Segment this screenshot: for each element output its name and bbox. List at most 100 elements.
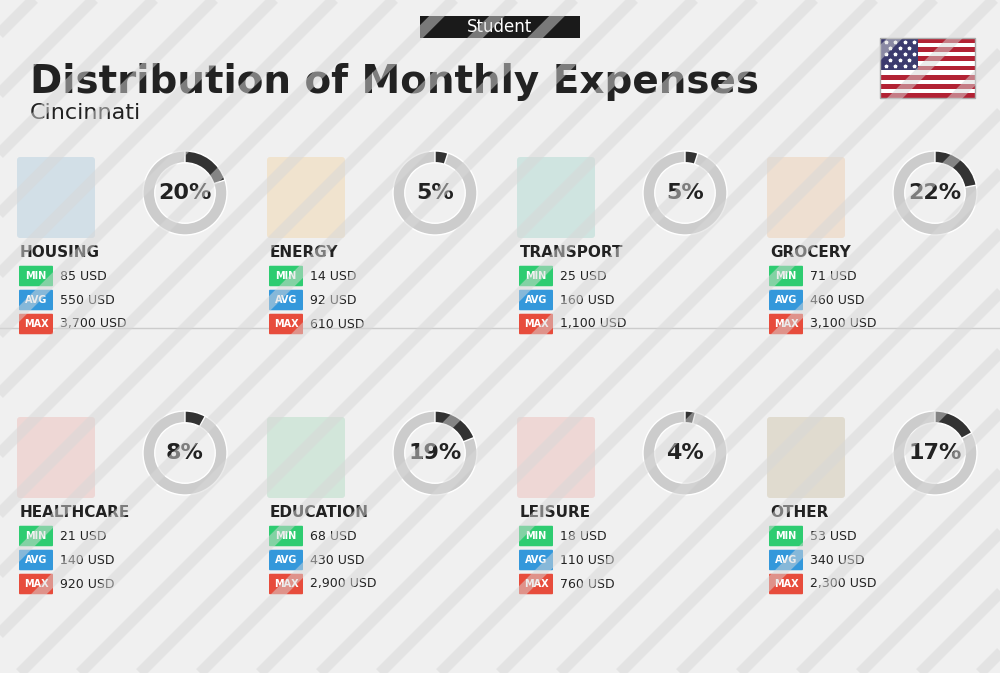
Text: 85 USD: 85 USD	[60, 269, 107, 283]
Text: 71 USD: 71 USD	[810, 269, 857, 283]
Text: MIN: MIN	[25, 531, 47, 541]
FancyBboxPatch shape	[267, 157, 345, 238]
Text: AVG: AVG	[775, 295, 797, 305]
Text: 460 USD: 460 USD	[810, 293, 864, 306]
Text: 19%: 19%	[408, 443, 462, 463]
Text: 5%: 5%	[416, 183, 454, 203]
FancyBboxPatch shape	[880, 66, 975, 70]
Text: 160 USD: 160 USD	[560, 293, 614, 306]
Text: 68 USD: 68 USD	[310, 530, 357, 542]
Wedge shape	[685, 151, 698, 164]
FancyBboxPatch shape	[880, 94, 975, 98]
Text: MAX: MAX	[774, 319, 798, 329]
Wedge shape	[435, 411, 474, 442]
FancyBboxPatch shape	[769, 266, 803, 286]
FancyBboxPatch shape	[519, 314, 553, 334]
FancyBboxPatch shape	[880, 42, 975, 47]
FancyBboxPatch shape	[19, 526, 53, 546]
FancyBboxPatch shape	[880, 84, 975, 89]
FancyBboxPatch shape	[880, 57, 975, 61]
Wedge shape	[185, 411, 205, 427]
FancyBboxPatch shape	[880, 75, 975, 79]
Wedge shape	[893, 151, 977, 235]
FancyBboxPatch shape	[880, 52, 975, 57]
Text: 760 USD: 760 USD	[560, 577, 615, 590]
FancyBboxPatch shape	[769, 290, 803, 310]
Text: 610 USD: 610 USD	[310, 318, 364, 330]
Text: 430 USD: 430 USD	[310, 553, 364, 567]
FancyBboxPatch shape	[19, 266, 53, 286]
FancyBboxPatch shape	[269, 290, 303, 310]
FancyBboxPatch shape	[420, 16, 580, 38]
Text: 340 USD: 340 USD	[810, 553, 864, 567]
Wedge shape	[685, 411, 695, 424]
FancyBboxPatch shape	[769, 550, 803, 570]
Text: MAX: MAX	[24, 319, 48, 329]
Text: 20%: 20%	[158, 183, 212, 203]
Wedge shape	[435, 151, 448, 164]
Text: MAX: MAX	[524, 579, 548, 589]
FancyBboxPatch shape	[880, 38, 975, 42]
Text: Cincinnati: Cincinnati	[30, 103, 141, 123]
Text: MAX: MAX	[774, 579, 798, 589]
Wedge shape	[143, 411, 227, 495]
Text: 21 USD: 21 USD	[60, 530, 106, 542]
Text: 2,300 USD: 2,300 USD	[810, 577, 876, 590]
FancyBboxPatch shape	[269, 314, 303, 334]
Text: MIN: MIN	[275, 531, 297, 541]
FancyBboxPatch shape	[880, 79, 975, 84]
Text: AVG: AVG	[25, 555, 47, 565]
Wedge shape	[643, 411, 727, 495]
FancyBboxPatch shape	[269, 550, 303, 570]
Wedge shape	[643, 151, 727, 235]
Text: Distribution of Monthly Expenses: Distribution of Monthly Expenses	[30, 63, 759, 101]
FancyBboxPatch shape	[19, 314, 53, 334]
Text: 5%: 5%	[666, 183, 704, 203]
FancyBboxPatch shape	[517, 157, 595, 238]
Text: 18 USD: 18 USD	[560, 530, 607, 542]
Text: MIN: MIN	[775, 531, 797, 541]
FancyBboxPatch shape	[17, 157, 95, 238]
Text: MIN: MIN	[25, 271, 47, 281]
Text: 3,100 USD: 3,100 USD	[810, 318, 876, 330]
Text: HEALTHCARE: HEALTHCARE	[20, 505, 130, 520]
FancyBboxPatch shape	[769, 526, 803, 546]
FancyBboxPatch shape	[267, 417, 345, 498]
Text: 550 USD: 550 USD	[60, 293, 115, 306]
Wedge shape	[935, 151, 976, 187]
Wedge shape	[185, 151, 225, 184]
FancyBboxPatch shape	[519, 526, 553, 546]
FancyBboxPatch shape	[269, 266, 303, 286]
Text: GROCERY: GROCERY	[770, 245, 851, 260]
Wedge shape	[393, 151, 477, 235]
Text: AVG: AVG	[25, 295, 47, 305]
Text: 2,900 USD: 2,900 USD	[310, 577, 376, 590]
Wedge shape	[893, 411, 977, 495]
Text: 92 USD: 92 USD	[310, 293, 356, 306]
Text: 25 USD: 25 USD	[560, 269, 607, 283]
FancyBboxPatch shape	[880, 70, 975, 75]
FancyBboxPatch shape	[767, 417, 845, 498]
Wedge shape	[143, 151, 227, 235]
FancyBboxPatch shape	[19, 550, 53, 570]
FancyBboxPatch shape	[519, 266, 553, 286]
Text: AVG: AVG	[775, 555, 797, 565]
FancyBboxPatch shape	[519, 550, 553, 570]
Text: MAX: MAX	[274, 319, 298, 329]
Text: OTHER: OTHER	[770, 505, 828, 520]
Text: MIN: MIN	[525, 271, 547, 281]
Text: MAX: MAX	[24, 579, 48, 589]
FancyBboxPatch shape	[769, 574, 803, 594]
FancyBboxPatch shape	[19, 574, 53, 594]
FancyBboxPatch shape	[880, 38, 918, 70]
FancyBboxPatch shape	[767, 157, 845, 238]
Text: MAX: MAX	[274, 579, 298, 589]
Wedge shape	[393, 411, 477, 495]
Text: 110 USD: 110 USD	[560, 553, 614, 567]
Text: 3,700 USD: 3,700 USD	[60, 318, 127, 330]
Text: 4%: 4%	[666, 443, 704, 463]
FancyBboxPatch shape	[519, 290, 553, 310]
Text: AVG: AVG	[525, 555, 547, 565]
Text: AVG: AVG	[525, 295, 547, 305]
Text: 140 USD: 140 USD	[60, 553, 114, 567]
